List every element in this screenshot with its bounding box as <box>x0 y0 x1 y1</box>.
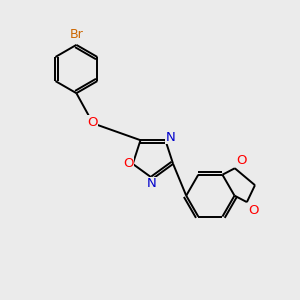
Text: O: O <box>236 154 247 167</box>
Text: N: N <box>166 131 175 144</box>
Text: O: O <box>248 204 259 217</box>
Text: N: N <box>147 177 156 190</box>
Text: O: O <box>87 116 98 129</box>
Text: O: O <box>123 158 134 170</box>
Text: Br: Br <box>70 28 83 41</box>
